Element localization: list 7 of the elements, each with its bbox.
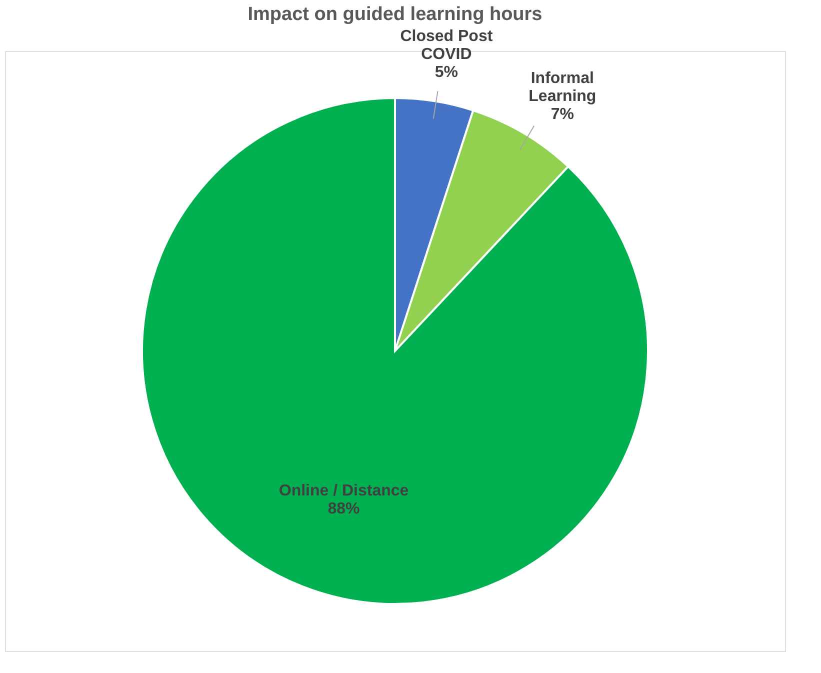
slice-label: Closed Post COVID	[400, 28, 494, 64]
data-label: 5%	[434, 64, 458, 82]
data-label: 7%	[550, 106, 574, 123]
data-label: 88%	[328, 500, 360, 518]
slice-label: Online / Distance	[278, 482, 409, 500]
chart-title: Impact on guided learning hours	[248, 4, 542, 26]
slice-label: Informal Learning	[528, 70, 596, 105]
